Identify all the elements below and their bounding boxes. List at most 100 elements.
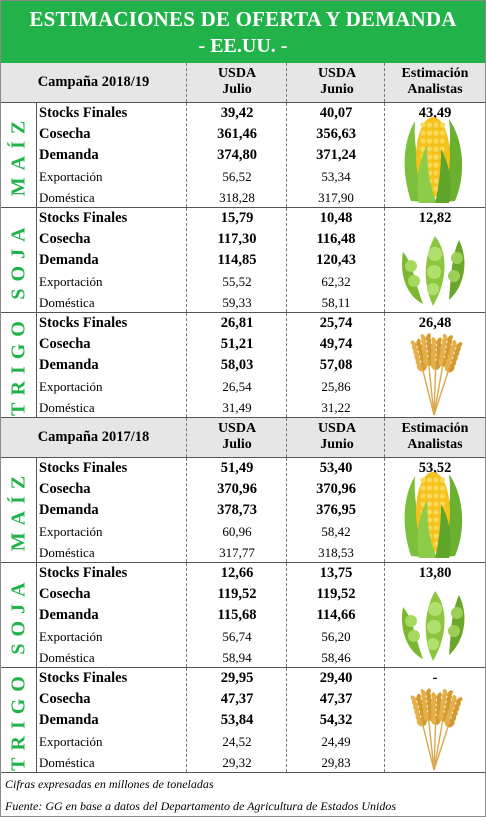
column-divider (384, 668, 385, 772)
col-header-usda-julio: USDA Julio (187, 66, 287, 98)
usda-julio-value: 114,85 (217, 252, 257, 268)
table-row: Demanda 378,73 376,95 (37, 500, 485, 521)
table-row: Stocks Finales 39,42 40,07 (37, 103, 485, 124)
usda-junio-value: 13,75 (319, 565, 353, 581)
table-row: Demanda 374,80 371,24 (37, 145, 485, 166)
col-header-estimacion: Estimación Analistas (385, 66, 485, 98)
usda-junio-value: 62,32 (321, 274, 351, 289)
usda-junio-value: 49,74 (319, 336, 353, 352)
table-row: Exportación 26,54 25,86 (37, 376, 485, 397)
table-row: Exportación 56,74 56,20 (37, 626, 485, 647)
usda-junio-value: 114,66 (316, 607, 356, 623)
table-row: Cosecha 51,21 49,74 (37, 334, 485, 355)
table-row: Doméstica 29,32 29,83 (37, 752, 485, 773)
usda-junio-value: 56,20 (321, 629, 351, 644)
usda-julio-value: 117,30 (217, 231, 257, 247)
table-row: Stocks Finales 29,95 29,40 (37, 668, 485, 689)
row-label: Stocks Finales (39, 565, 128, 581)
col-header-analistas: Analistas (407, 437, 463, 452)
column-divider (384, 458, 385, 562)
row-label: Demanda (39, 357, 99, 373)
row-label: Demanda (39, 147, 99, 163)
corn-icon (393, 466, 473, 566)
column-divider (186, 418, 187, 457)
table-row: Demanda 114,85 120,43 (37, 250, 485, 271)
row-label: Cosecha (39, 336, 91, 352)
campaign-header: Campaña 2018/19 USDA Julio USDA Junio Estimac… (1, 63, 485, 103)
table-row: Cosecha 117,30 116,48 (37, 229, 485, 250)
crop-section: MAÍZ Stocks Finales 51,49 53,40 Cosecha 370,9… (1, 458, 485, 563)
soybean-icon (393, 230, 473, 315)
table-row: Cosecha 370,96 370,96 (37, 479, 485, 500)
usda-julio-value: 39,42 (220, 105, 254, 121)
usda-junio-value: 376,95 (316, 502, 356, 518)
row-label: Doméstica (39, 755, 95, 770)
col-header-usda: USDA (217, 66, 257, 81)
row-label: Cosecha (39, 586, 91, 602)
col-header-analistas: Analistas (407, 82, 463, 97)
row-label: Doméstica (39, 400, 95, 415)
usda-junio-value: 47,37 (319, 691, 353, 707)
usda-julio-value: 53,84 (220, 712, 254, 728)
usda-junio-value: 25,74 (319, 315, 353, 331)
row-label: Exportación (39, 274, 103, 289)
page-title: ESTIMACIONES DE OFERTA Y DEMANDA (29, 7, 457, 31)
row-label: Stocks Finales (39, 670, 128, 686)
col-header-estimacion-line1: Estimación (401, 66, 469, 81)
row-label: Stocks Finales (39, 315, 128, 331)
col-header-usda: USDA (217, 421, 257, 436)
col-header-julio: Julio (222, 82, 252, 97)
column-divider (186, 63, 187, 102)
usda-junio-value: 120,43 (316, 252, 356, 268)
col-header-junio: Junio (320, 82, 354, 97)
column-divider (186, 668, 187, 772)
usda-julio-value: 51,49 (220, 460, 254, 476)
table-row: Doméstica 318,28 317,90 (37, 187, 485, 208)
wheat-icon (399, 331, 469, 421)
col-header-usda-junio: USDA Junio (287, 66, 387, 98)
usda-julio-value: 31,49 (222, 400, 252, 415)
usda-julio-value: 58,03 (220, 357, 254, 373)
row-label: Cosecha (39, 231, 91, 247)
wheat-icon (399, 686, 469, 776)
usda-julio-value: 56,74 (222, 629, 252, 644)
table-row: Doméstica 58,94 58,46 (37, 647, 485, 668)
row-label: Demanda (39, 712, 99, 728)
analyst-estimate: 13,80 (418, 565, 452, 581)
col-header-junio: Junio (320, 437, 354, 452)
crop-name: TRIGO (7, 314, 29, 416)
row-label: Stocks Finales (39, 210, 128, 226)
row-label: Demanda (39, 607, 99, 623)
column-divider (286, 208, 287, 312)
table-row: Cosecha 47,37 47,37 (37, 689, 485, 710)
crop-side-label: MAÍZ (1, 103, 37, 207)
column-divider (384, 208, 385, 312)
table-row: Cosecha 119,52 119,52 (37, 584, 485, 605)
usda-julio-value: 58,94 (222, 650, 252, 665)
usda-junio-value: 31,22 (321, 400, 351, 415)
usda-julio-value: 12,66 (220, 565, 254, 581)
usda-julio-value: 51,21 (220, 336, 254, 352)
usda-junio-value: 58,11 (321, 295, 351, 310)
usda-junio-value: 29,40 (319, 670, 353, 686)
crop-section: TRIGO Stocks Finales 29,95 29,40 Cosecha 47,3… (1, 668, 485, 773)
column-divider (186, 313, 187, 417)
table-row: Exportación 60,96 58,42 (37, 521, 485, 542)
table-row: Exportación 56,52 53,34 (37, 166, 485, 187)
usda-junio-value: 29,83 (321, 755, 351, 770)
units-note: Cifras expresadas en millones de tonelad… (5, 777, 214, 791)
usda-julio-value: 378,73 (217, 502, 257, 518)
column-divider (384, 103, 385, 207)
col-header-usda-junio: USDA Junio (287, 421, 387, 453)
usda-julio-value: 59,33 (222, 295, 252, 310)
crop-side-label: TRIGO (1, 313, 37, 417)
usda-junio-value: 317,90 (318, 190, 354, 205)
usda-julio-value: 24,52 (222, 734, 252, 749)
column-divider (384, 418, 385, 457)
crop-section: TRIGO Stocks Finales 26,81 25,74 Cosecha 51,2… (1, 313, 485, 418)
column-divider (384, 563, 385, 667)
usda-junio-value: 54,32 (319, 712, 353, 728)
usda-julio-value: 47,37 (220, 691, 254, 707)
row-label: Cosecha (39, 691, 91, 707)
usda-junio-value: 371,24 (316, 147, 356, 163)
